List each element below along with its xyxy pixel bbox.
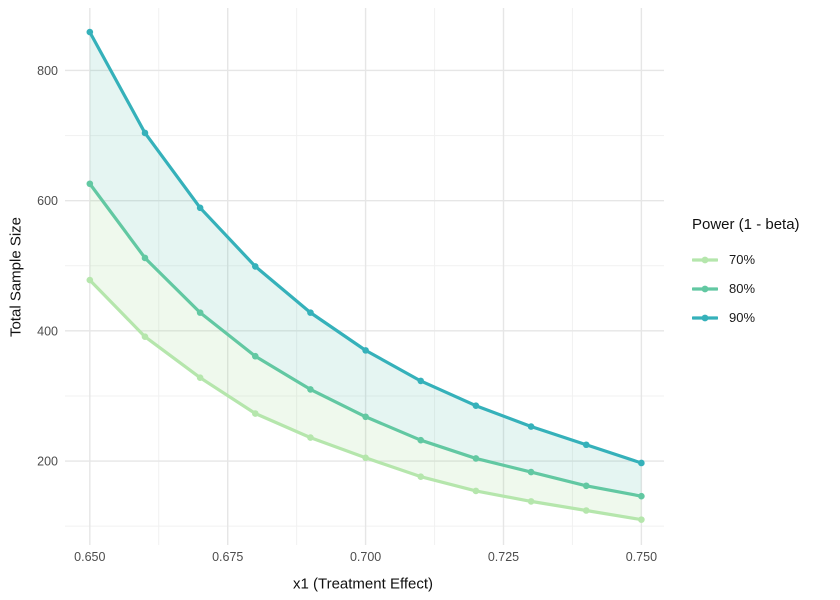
data-point-80% <box>527 468 535 476</box>
data-point-70% <box>527 498 535 505</box>
legend-key-icon <box>692 285 718 292</box>
data-point-90% <box>417 377 425 385</box>
legend: Power (1 - beta) 70% 80% 90% <box>692 216 800 332</box>
data-point-90% <box>86 28 94 36</box>
data-point-80% <box>582 482 590 490</box>
data-point-90% <box>251 263 259 270</box>
x-tick-label: 0.675 <box>212 550 243 564</box>
y-tick-label: 600 <box>37 194 58 208</box>
data-point-80% <box>472 455 480 462</box>
legend-label: 80% <box>729 281 756 296</box>
data-point-80% <box>251 352 259 360</box>
data-point-70% <box>472 487 480 495</box>
data-point-70% <box>141 333 149 341</box>
legend-item-70%: 70% <box>692 245 800 274</box>
data-point-90% <box>638 459 645 467</box>
data-point-70% <box>362 454 369 462</box>
legend-item-90%: 90% <box>692 303 800 332</box>
legend-item-80%: 80% <box>692 274 800 303</box>
data-point-80% <box>362 413 369 421</box>
legend-label: 90% <box>729 310 756 325</box>
x-tick-label: 0.700 <box>350 550 381 564</box>
data-point-90% <box>141 129 149 137</box>
data-point-70% <box>582 507 590 514</box>
y-tick-label: 800 <box>37 64 58 78</box>
data-point-90% <box>582 441 590 449</box>
data-point-70% <box>196 374 204 382</box>
x-axis-title: x1 (Treatment Effect) <box>292 575 434 593</box>
y-axis-title: Total Sample Size <box>7 216 25 338</box>
data-point-90% <box>362 347 369 354</box>
x-tick-label: 0.650 <box>74 550 105 564</box>
legend-title: Power (1 - beta) <box>692 216 800 233</box>
data-point-80% <box>141 254 149 262</box>
data-point-80% <box>307 386 314 393</box>
data-point-80% <box>86 180 94 188</box>
x-tick-label: 0.725 <box>488 550 519 564</box>
data-point-70% <box>417 473 425 480</box>
legend-items: 70% 80% 90% <box>692 245 800 332</box>
data-point-90% <box>196 204 204 212</box>
y-tick-label: 400 <box>37 324 58 338</box>
data-point-70% <box>86 276 94 284</box>
x-tick-label: 0.750 <box>626 550 657 564</box>
data-point-70% <box>638 516 645 523</box>
data-point-90% <box>472 402 480 410</box>
data-point-80% <box>417 436 425 444</box>
legend-key-icon <box>692 256 718 263</box>
data-point-70% <box>307 434 314 441</box>
legend-key-icon <box>692 314 718 321</box>
data-point-90% <box>307 309 314 316</box>
legend-label: 70% <box>729 252 756 267</box>
y-tick-label: 200 <box>37 455 58 469</box>
data-point-80% <box>638 492 645 500</box>
data-point-90% <box>527 423 535 430</box>
data-point-80% <box>196 309 204 316</box>
data-point-70% <box>251 410 259 417</box>
band-80%-90% <box>89 32 642 497</box>
